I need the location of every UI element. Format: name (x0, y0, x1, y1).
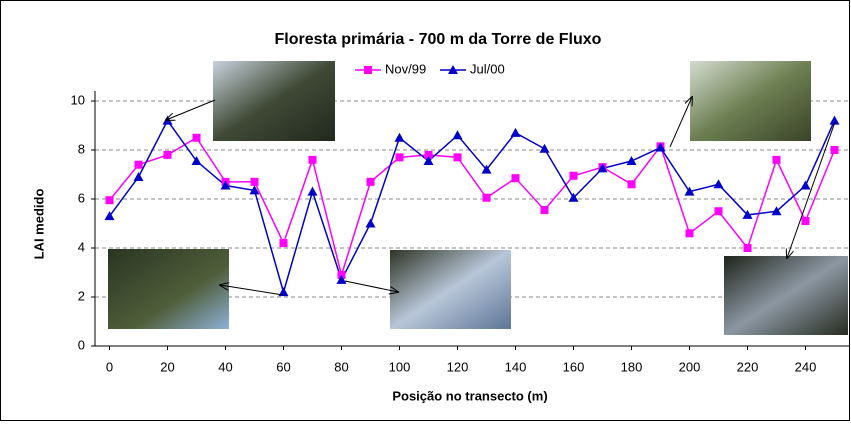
arrow (787, 121, 836, 258)
data-point (336, 274, 347, 284)
x-tick-label: 60 (276, 359, 290, 374)
data-point (249, 185, 260, 195)
data-point (569, 171, 578, 180)
photo (213, 61, 335, 141)
data-point (597, 163, 608, 173)
y-axis-label: LAI medido (31, 189, 46, 260)
data-point (424, 150, 433, 159)
x-tick-label: 100 (389, 359, 411, 374)
x-tick-label: 120 (447, 359, 469, 374)
data-point (220, 180, 231, 190)
series-line (108, 119, 836, 295)
chart-title: Floresta primária - 700 m da Torre de Fl… (275, 31, 602, 48)
data-point (394, 132, 405, 142)
data-point (511, 174, 520, 183)
data-point (395, 153, 404, 162)
data-point (713, 179, 724, 189)
photo (390, 250, 511, 329)
data-point (133, 171, 144, 181)
data-point (134, 160, 143, 169)
legend-marker (448, 65, 458, 74)
x-tick-label: 160 (563, 359, 585, 374)
data-point (742, 209, 753, 219)
data-point (800, 180, 811, 190)
series-line (108, 136, 836, 278)
x-tick-label: 200 (679, 359, 701, 374)
x-tick-label: 180 (621, 359, 643, 374)
data-point (250, 177, 259, 186)
data-point (510, 127, 521, 137)
x-tick-label: 20 (160, 359, 174, 374)
photo (108, 249, 229, 329)
photos (108, 61, 848, 335)
data-point (627, 180, 636, 189)
y-tick-label: 2 (78, 288, 85, 303)
data-point (481, 164, 492, 174)
y-tick-label: 8 (78, 141, 85, 156)
data-point (482, 193, 491, 202)
data-point (191, 156, 202, 166)
data-point (365, 218, 376, 228)
data-point (743, 244, 752, 252)
data-point (801, 217, 810, 226)
x-tick-label: 40 (218, 359, 232, 374)
arrow (220, 285, 284, 296)
y-tick-label: 0 (78, 337, 85, 352)
data-point (684, 186, 695, 196)
y-tick-label: 6 (78, 190, 85, 205)
legend-label: Jul/00 (470, 61, 505, 76)
arrow (344, 280, 398, 292)
data-point (829, 115, 840, 125)
data-point (308, 155, 317, 164)
x-tick-label: 0 (106, 359, 113, 374)
data-point (453, 153, 462, 162)
y-tick-label: 4 (78, 239, 85, 254)
data-point (626, 156, 637, 166)
y-tick-label: 10 (71, 92, 85, 107)
x-tick-label: 240 (795, 359, 817, 374)
data-point (105, 196, 114, 205)
data-point (278, 287, 289, 297)
x-tick-label: 80 (334, 359, 348, 374)
data-point (655, 142, 666, 152)
arrow (166, 99, 216, 120)
x-tick-label: 140 (505, 359, 527, 374)
photo (724, 256, 848, 335)
photo (690, 61, 811, 141)
data-point (423, 156, 434, 166)
data-point (772, 155, 781, 164)
data-point (539, 143, 550, 153)
data-point (714, 207, 723, 216)
data-point (568, 192, 579, 202)
data-point (540, 206, 549, 215)
data-point (685, 229, 694, 238)
legend-label: Nov/99 (385, 61, 426, 76)
legend-marker (364, 66, 372, 74)
data-point (192, 133, 201, 142)
x-tick-label: 220 (737, 359, 759, 374)
data-point (366, 177, 375, 186)
x-axis-label: Posição no transecto (m) (392, 388, 547, 403)
arrow (669, 97, 692, 148)
data-point (830, 146, 839, 154)
data-point (452, 130, 463, 140)
data-point (771, 206, 782, 216)
data-point (104, 211, 115, 221)
data-point (163, 150, 172, 159)
data-point (279, 239, 288, 248)
data-point (307, 186, 318, 196)
